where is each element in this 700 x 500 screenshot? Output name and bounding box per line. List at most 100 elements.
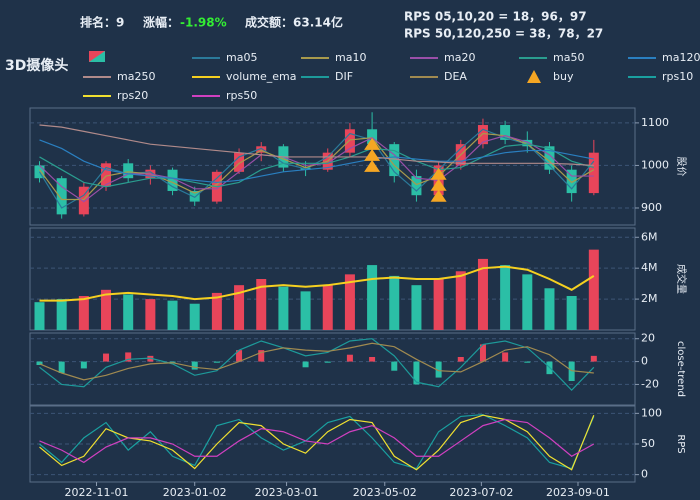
volume-bar bbox=[477, 258, 488, 330]
volume-bar bbox=[367, 265, 378, 330]
macd-bar bbox=[369, 357, 376, 362]
volume-bar bbox=[344, 274, 355, 330]
macd-bar bbox=[236, 350, 243, 362]
y-tick-label: 4M bbox=[641, 261, 658, 274]
candle-body bbox=[500, 125, 511, 140]
candle-body bbox=[56, 178, 67, 215]
x-tick-label: 2023-01-02 bbox=[163, 486, 227, 499]
candle-body bbox=[588, 152, 599, 194]
y-tick-label: -20 bbox=[641, 377, 659, 390]
macd-bar bbox=[413, 361, 420, 385]
candle-legend-icon bbox=[89, 51, 105, 62]
x-tick-label: 2023-09-01 bbox=[546, 486, 610, 499]
series-line bbox=[39, 143, 594, 188]
macd-bar bbox=[125, 352, 132, 362]
volume-bar bbox=[78, 296, 89, 330]
legend-label: volume_ema bbox=[226, 70, 296, 83]
series-line bbox=[39, 413, 595, 470]
volume-bar bbox=[588, 249, 599, 330]
series-line bbox=[39, 418, 595, 464]
volume-bar bbox=[167, 300, 178, 330]
macd-bar bbox=[191, 361, 198, 370]
y-tick-label: 0 bbox=[641, 468, 648, 481]
series-line bbox=[39, 139, 594, 184]
candle-body bbox=[101, 163, 112, 187]
legend-label: DEA bbox=[444, 70, 467, 83]
volume-bar bbox=[256, 279, 267, 330]
legend-label: ma250 bbox=[117, 70, 155, 83]
panel-frame bbox=[29, 107, 636, 226]
volume-bar bbox=[211, 292, 222, 330]
buy-marker bbox=[364, 137, 381, 172]
candle-body bbox=[522, 139, 533, 147]
y-tick-label: 900 bbox=[641, 201, 662, 214]
rank: 排名：9 bbox=[80, 15, 124, 30]
macd-bar bbox=[457, 357, 464, 362]
y-tick-label: 1000 bbox=[641, 158, 669, 171]
y-tick-label: 100 bbox=[641, 406, 662, 419]
candle-body bbox=[256, 146, 267, 153]
volume-bar bbox=[389, 275, 400, 330]
volume-bar bbox=[566, 296, 577, 330]
macd-bar bbox=[324, 361, 331, 363]
volume-bar bbox=[522, 274, 533, 330]
volume-bar bbox=[433, 279, 444, 330]
y-axis-label: RPS bbox=[675, 434, 686, 453]
x-tick-label: 2022-11-01 bbox=[65, 486, 129, 499]
x-tick-label: 2023-07-02 bbox=[449, 486, 513, 499]
series-line bbox=[39, 338, 595, 392]
volume-bar bbox=[278, 286, 289, 330]
volume-bar bbox=[189, 303, 200, 330]
legend-label: ma50 bbox=[553, 51, 584, 64]
volume-bar bbox=[34, 302, 45, 330]
legend-label: rps50 bbox=[226, 89, 257, 102]
y-tick-label: 20 bbox=[641, 332, 655, 345]
y-tick-label: 6M bbox=[641, 230, 658, 243]
y-tick-label: 1100 bbox=[641, 116, 669, 129]
candle-body bbox=[411, 176, 422, 196]
buy-marker bbox=[430, 167, 447, 202]
y-axis-label: 成交量 bbox=[675, 264, 688, 294]
macd-bar bbox=[524, 361, 531, 363]
macd-bar bbox=[435, 361, 442, 378]
candle-body bbox=[344, 129, 355, 153]
volume-bar bbox=[300, 291, 311, 330]
candle-body bbox=[477, 125, 488, 145]
candle-body bbox=[167, 169, 178, 191]
series-line bbox=[39, 124, 594, 167]
macd-bar bbox=[258, 350, 265, 362]
volume-bar bbox=[322, 285, 333, 330]
candle-body bbox=[566, 169, 577, 194]
legend-label: DIF bbox=[335, 70, 353, 83]
candle-body bbox=[544, 146, 555, 170]
volume-bar bbox=[123, 294, 134, 330]
volume-bar bbox=[500, 265, 511, 330]
candle-body bbox=[389, 144, 400, 177]
candle-body bbox=[123, 163, 134, 179]
macd-bar bbox=[103, 353, 110, 362]
macd-bar bbox=[391, 361, 398, 371]
turnover: 成交额：63.14亿 bbox=[245, 15, 343, 30]
legend-label: ma20 bbox=[444, 51, 475, 64]
volume-bar bbox=[56, 299, 67, 330]
y-axis-label: 股价 bbox=[675, 157, 687, 177]
chart-title: 3D摄像头 bbox=[5, 57, 68, 74]
macd-bar bbox=[302, 361, 309, 368]
macd-bar bbox=[346, 354, 353, 362]
legend-label: ma120 bbox=[662, 51, 700, 64]
macd-bar bbox=[80, 361, 87, 369]
y-axis-label: close-trend bbox=[675, 341, 686, 397]
macd-bar bbox=[213, 361, 220, 363]
rps-long: RPS 50,120,250 = 38，78，27 bbox=[404, 27, 603, 41]
series-line bbox=[39, 342, 594, 381]
change: -1.98% bbox=[180, 16, 227, 30]
candle-body bbox=[78, 186, 89, 215]
macd-bar bbox=[58, 361, 65, 373]
x-tick-label: 2023-03-01 bbox=[255, 486, 319, 499]
candle-body bbox=[189, 190, 200, 202]
volume-bar bbox=[455, 271, 466, 330]
y-tick-label: 50 bbox=[641, 437, 655, 450]
legend-label: rps20 bbox=[117, 89, 148, 102]
macd-bar bbox=[479, 344, 486, 362]
